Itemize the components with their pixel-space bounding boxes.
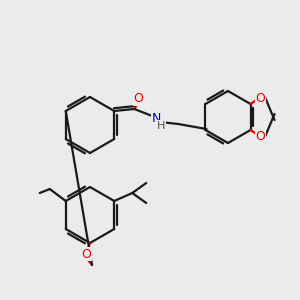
Text: O: O — [256, 130, 266, 142]
Text: O: O — [81, 248, 91, 260]
Text: H: H — [157, 121, 165, 131]
Text: O: O — [256, 92, 266, 104]
Text: N: N — [152, 112, 161, 125]
Text: O: O — [133, 92, 143, 106]
